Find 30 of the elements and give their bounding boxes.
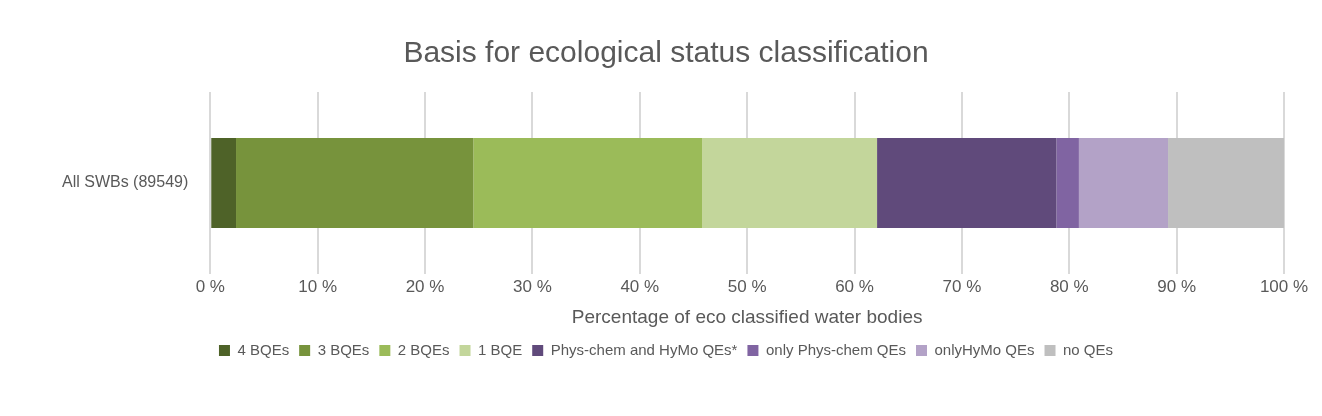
legend-label: only Phys-chem QEs bbox=[765, 340, 906, 358]
legend-label: no QEs bbox=[1063, 340, 1114, 358]
x-tick-label: 80 % bbox=[1049, 276, 1089, 296]
x-tick-label: 10 % bbox=[298, 276, 338, 296]
legend-label: 3 BQEs bbox=[317, 340, 370, 358]
legend-label: 2 BQEs bbox=[397, 340, 450, 358]
bar bbox=[236, 137, 474, 228]
bar bbox=[702, 137, 878, 228]
legend-label: 4 BQEs bbox=[237, 340, 290, 358]
x-tick-label: 30 % bbox=[513, 276, 552, 296]
bar bbox=[473, 137, 703, 228]
x-tick-label: 100 % bbox=[1259, 276, 1309, 296]
y-tick-label: All SWBs (89549) bbox=[62, 173, 189, 191]
legend-label: 1 BQE bbox=[478, 340, 523, 358]
x-tick-label: 40 % bbox=[620, 276, 660, 296]
legend-label: onlyHyMo QEs bbox=[934, 340, 1035, 358]
legend-label: Phys-chem and HyMo QEs* bbox=[550, 340, 738, 358]
x-tick-label: 0 % bbox=[195, 276, 225, 296]
x-tick-label: 90 % bbox=[1157, 276, 1196, 296]
x-tick-label: 70 % bbox=[942, 276, 982, 296]
chart-title: Basis for ecological status classification bbox=[403, 35, 929, 69]
x-axis-title: Percentage of eco classified water bodies bbox=[571, 305, 923, 327]
bar bbox=[1078, 137, 1169, 228]
x-tick-label: 50 % bbox=[727, 276, 767, 296]
bar bbox=[1056, 137, 1079, 228]
bar bbox=[877, 137, 1057, 228]
bar bbox=[211, 137, 237, 228]
bar bbox=[1168, 137, 1284, 228]
x-tick-label: 20 % bbox=[405, 276, 445, 296]
x-tick-label: 60 % bbox=[835, 276, 874, 296]
